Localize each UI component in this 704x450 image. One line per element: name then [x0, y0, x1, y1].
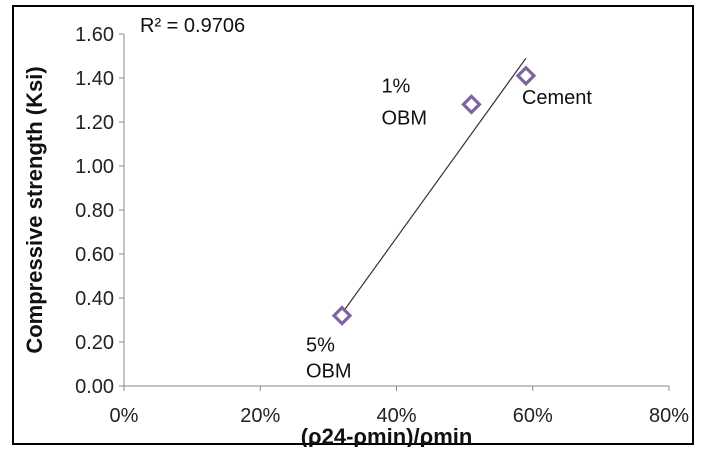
data-point	[461, 94, 482, 115]
point-label: 5%	[306, 335, 335, 357]
y-tick-label: 0.20	[75, 332, 114, 354]
point-label: OBM	[381, 107, 427, 129]
point-label: OBM	[306, 361, 352, 383]
trendline	[341, 57, 527, 314]
point-labels: 5% OBM 1% OBM Cement	[306, 75, 592, 382]
point-label: Cement	[522, 87, 592, 109]
x-axis-title: (ρ24-ρmin)/ρmin	[301, 424, 473, 447]
y-tick-label: 0.60	[75, 244, 114, 266]
x-tick-label: 40%	[376, 405, 416, 427]
chart-svg: 0.00 0.20 0.40 0.60 0.80 1.00 1.20 1.40 1.60 0% 2…	[22, 15, 689, 447]
y-tick-label: 1.40	[75, 68, 114, 90]
x-tick-label: 60%	[513, 405, 553, 427]
chart-frame: 0.00 0.20 0.40 0.60 0.80 1.00 1.20 1.40 1.60 0% 2…	[12, 5, 694, 447]
y-tick-labels: 0.00 0.20 0.40 0.60 0.80 1.00 1.20 1.40 1.60	[75, 24, 124, 398]
y-tick-label: 1.60	[75, 24, 114, 46]
r-squared-label: R² = 0.9706	[140, 15, 245, 37]
x-tick-label: 80%	[649, 405, 689, 427]
point-label: 1%	[381, 75, 410, 97]
data-points	[331, 65, 537, 326]
y-tick-label: 0.00	[75, 376, 114, 398]
x-tick-labels: 0% 20% 40% 60% 80%	[110, 386, 689, 427]
y-tick-label: 0.40	[75, 288, 114, 310]
y-tick-label: 1.20	[75, 112, 114, 134]
x-tick-label: 0%	[110, 405, 139, 427]
y-axis-title: Compressive strength (Ksi)	[22, 66, 47, 353]
data-point	[515, 65, 537, 87]
y-tick-label: 0.80	[75, 200, 114, 222]
data-point	[331, 305, 353, 326]
y-tick-label: 1.00	[75, 156, 114, 178]
x-tick-label: 20%	[240, 405, 280, 427]
